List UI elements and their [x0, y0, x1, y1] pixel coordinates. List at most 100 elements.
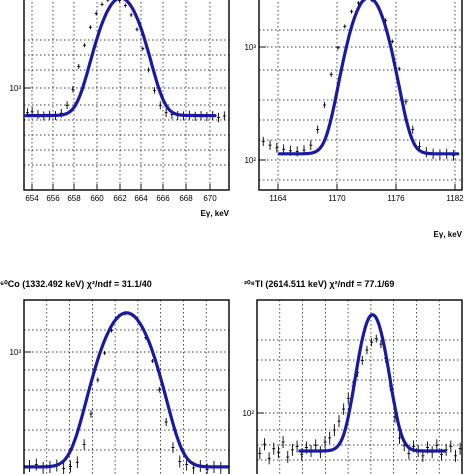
data-point — [268, 140, 272, 150]
data-point — [452, 150, 456, 161]
data-point — [449, 440, 453, 453]
plot-frame — [256, 299, 463, 474]
data-point — [171, 442, 175, 453]
data-point — [453, 449, 457, 462]
data-point — [88, 25, 92, 30]
x-tick-label: 660 — [90, 194, 104, 203]
fit-curve — [24, 311, 229, 469]
x-tick-label: 1170 — [328, 194, 346, 203]
y-tick-label: 10² — [242, 409, 254, 418]
data-point — [141, 46, 145, 51]
data-point — [342, 403, 346, 415]
data-point — [370, 338, 374, 347]
y-tick-label: 10³ — [9, 348, 21, 357]
data-point — [272, 442, 276, 455]
x-tick-label: 1182 — [446, 194, 464, 203]
x-tick-label: 1176 — [387, 194, 405, 203]
data-point — [106, 0, 110, 3]
data-point — [397, 66, 401, 71]
data-point — [337, 415, 341, 428]
data-point — [267, 452, 271, 465]
x-tick-label: 664 — [134, 194, 148, 203]
data-point — [103, 350, 107, 355]
panel-co60-1173: 1164 1170 1176 1182 10² 10³ — [244, 0, 464, 203]
data-point — [77, 63, 81, 69]
data-point — [281, 436, 285, 449]
data-point — [150, 358, 154, 364]
plot-frame — [23, 299, 230, 474]
data-point — [290, 443, 294, 456]
fit-curve — [24, 0, 217, 118]
data-point — [258, 447, 262, 460]
x-tick-label: 668 — [179, 194, 193, 203]
data-point — [147, 67, 151, 73]
y-tick-label: 10³ — [9, 84, 21, 93]
data-point — [118, 0, 122, 3]
x-tick-label: 666 — [156, 194, 170, 203]
data-point — [332, 424, 336, 437]
data-point — [435, 439, 439, 452]
data-point — [71, 86, 75, 93]
data-point — [323, 436, 327, 449]
y-tick-label: 10³ — [244, 43, 256, 52]
x-tick-label: 670 — [203, 194, 217, 203]
data-point — [178, 455, 182, 468]
plot-frame — [23, 0, 230, 191]
plot-area — [259, 0, 462, 190]
data-point — [164, 108, 168, 118]
data-point — [379, 340, 383, 349]
data-point — [329, 72, 333, 77]
data-point — [295, 440, 299, 453]
x-tick-label: 656 — [46, 194, 60, 203]
data-point — [286, 451, 290, 464]
data-point — [96, 377, 100, 383]
data-point — [360, 356, 364, 365]
data-point — [346, 393, 350, 404]
x-tick-label: 662 — [113, 194, 127, 203]
data-point — [316, 125, 320, 134]
data-point — [343, 24, 347, 29]
data-point — [411, 125, 415, 134]
plot-area — [24, 0, 229, 190]
x-axis-label-cs137: Eγ, keV — [201, 209, 230, 218]
data-point — [135, 27, 139, 32]
panel-tl208: 10² — [242, 299, 463, 474]
panel-co60-1332: 10³ — [9, 299, 230, 474]
data-point — [261, 136, 265, 146]
plot-frame — [258, 0, 463, 191]
data-point — [222, 111, 226, 121]
data-point — [350, 9, 354, 14]
plot-area — [257, 300, 462, 474]
data-point — [262, 438, 266, 451]
data-point — [185, 458, 189, 471]
data-point — [365, 345, 369, 355]
data-point — [34, 458, 38, 471]
data-point — [100, 2, 104, 7]
data-point — [458, 442, 462, 455]
data-point — [164, 417, 168, 427]
panel-cs137: 654 656 658 660 662 664 666 668 670 10³ — [9, 0, 230, 203]
data-point — [276, 446, 280, 459]
data-point — [68, 460, 72, 473]
data-point — [374, 334, 378, 343]
fit-curve — [277, 0, 460, 156]
plot-area — [24, 300, 229, 474]
data-point — [390, 39, 394, 44]
data-point — [336, 45, 340, 50]
data-point — [328, 431, 332, 444]
data-point — [123, 3, 127, 8]
data-point — [129, 12, 133, 17]
data-point — [62, 462, 66, 474]
panel-title-tl208: ²⁰⁸Tl (2614.511 keV) χ²/ndf = 77.1/69 — [244, 279, 394, 289]
x-tick-label: 1164 — [269, 194, 287, 203]
data-point — [275, 142, 279, 153]
data-point — [404, 98, 408, 105]
data-point — [322, 101, 326, 109]
data-point — [152, 87, 156, 94]
x-tick-label: 658 — [67, 194, 81, 203]
data-point — [157, 386, 161, 393]
data-point — [94, 11, 98, 16]
data-point — [89, 410, 93, 418]
data-point — [75, 456, 79, 469]
